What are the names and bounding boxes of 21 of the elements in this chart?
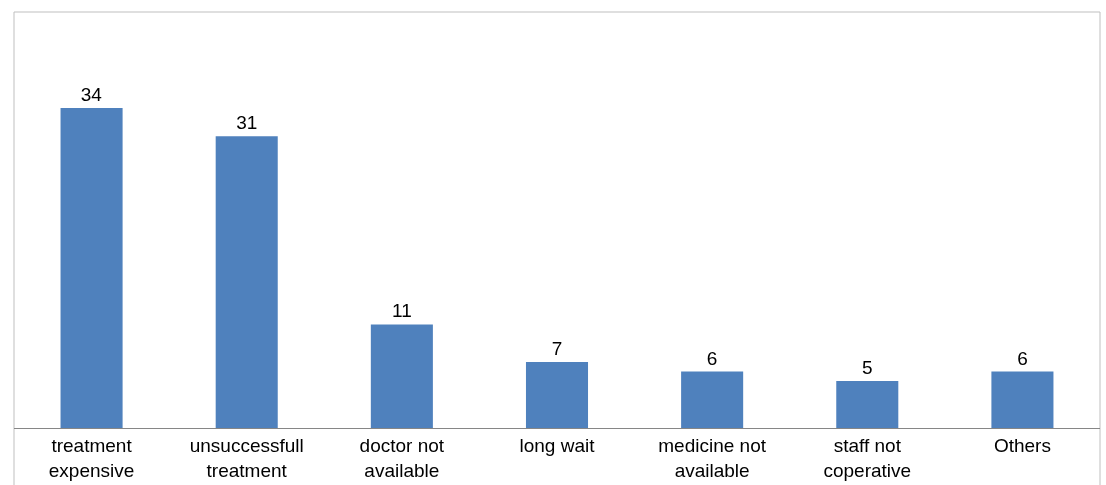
x-tick-label: Others (993, 434, 1051, 456)
x-tick-label: treatment expensive (48, 434, 135, 481)
x-tick-label: staff not coperative (823, 434, 912, 481)
data-label: 11 (391, 300, 412, 322)
bar (836, 380, 899, 428)
bar (681, 371, 744, 428)
data-label: 6 (1017, 347, 1028, 369)
bar (525, 362, 589, 428)
data-label: 5 (862, 356, 873, 378)
data-label: 34 (80, 84, 103, 105)
x-tick-label: unsuccessfull treatment (189, 434, 304, 481)
data-label: 31 (236, 112, 258, 134)
data-label: 7 (551, 338, 563, 360)
bar (60, 108, 123, 428)
x-tick-label: doctor not available (359, 434, 445, 481)
bar (370, 324, 433, 428)
x-tick-label: medicine not available (658, 434, 767, 481)
data-label: 6 (706, 347, 718, 369)
bar (991, 371, 1054, 428)
bar (215, 136, 278, 428)
x-tick-label: long wait (519, 434, 596, 456)
